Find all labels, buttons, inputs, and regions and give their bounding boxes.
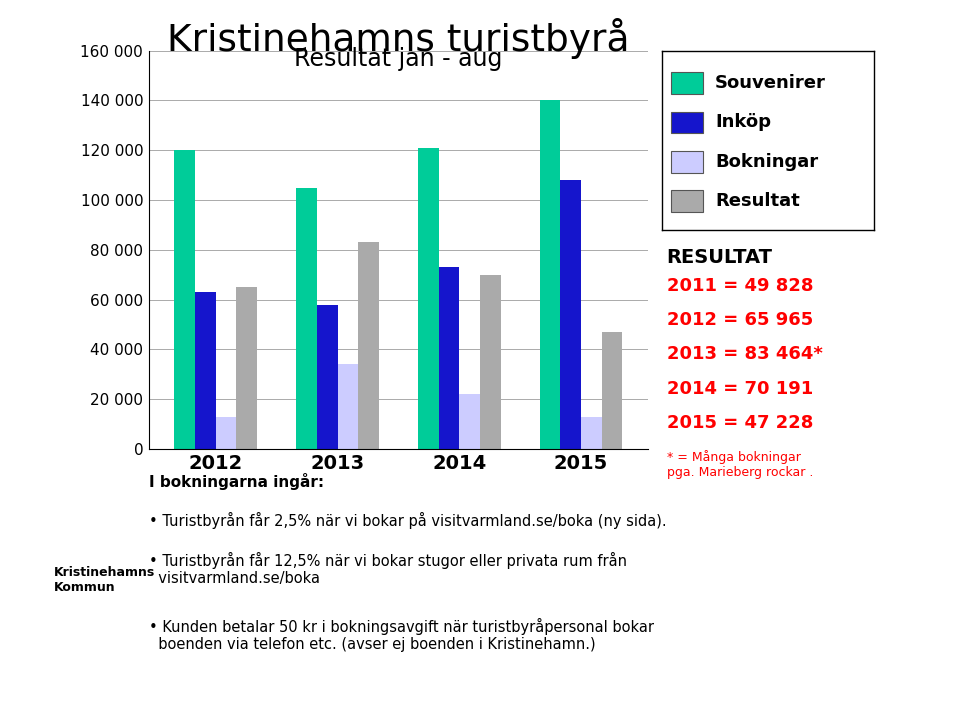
Text: 2014 = 70 191: 2014 = 70 191 <box>666 379 813 397</box>
FancyBboxPatch shape <box>671 151 703 172</box>
Text: 2011 = 49 828: 2011 = 49 828 <box>666 277 813 295</box>
Text: • Turistbyrån får 12,5% när vi bokar stugor eller privata rum från
  visitvarmla: • Turistbyrån får 12,5% när vi bokar stu… <box>149 552 627 586</box>
Bar <box>602 332 622 449</box>
Text: Resultat: Resultat <box>715 192 800 210</box>
Text: RESULTAT: RESULTAT <box>666 248 773 267</box>
FancyBboxPatch shape <box>671 111 703 133</box>
Bar <box>317 305 338 449</box>
Text: Statistik Kristinehamn turism sommaren 2015: Statistik Kristinehamn turism sommaren 2… <box>148 683 582 701</box>
Bar <box>236 287 257 449</box>
Text: Kristinehamns
Kommun: Kristinehamns Kommun <box>55 566 156 594</box>
Text: I bokningarna ingår:: I bokningarna ingår: <box>149 473 324 489</box>
Bar <box>216 416 236 449</box>
Text: Inköp: Inköp <box>715 114 771 131</box>
Bar <box>581 416 602 449</box>
Text: Bokningar: Bokningar <box>715 153 818 171</box>
FancyBboxPatch shape <box>671 72 703 93</box>
Text: 2013 = 83 464*: 2013 = 83 464* <box>666 345 823 363</box>
Bar <box>459 394 480 449</box>
Text: 2015 = 47 228: 2015 = 47 228 <box>666 413 813 432</box>
Bar <box>439 267 459 449</box>
Bar <box>540 101 561 449</box>
Bar <box>561 180 581 449</box>
Bar <box>480 274 501 449</box>
Text: 2012 = 65 965: 2012 = 65 965 <box>666 311 813 329</box>
Text: Souvenirer: Souvenirer <box>715 74 826 92</box>
Bar <box>195 292 216 449</box>
Text: • Kunden betalar 50 kr i bokningsavgift när turistbyråpersonal bokar
  boenden v: • Kunden betalar 50 kr i bokningsavgift … <box>149 618 654 652</box>
Text: • Turistbyrån får 2,5% när vi bokar på visitvarmland.se/boka (ny sida).: • Turistbyrån får 2,5% när vi bokar på v… <box>149 512 666 529</box>
Bar <box>418 148 439 449</box>
Text: 2015-11-10  15: 2015-11-10 15 <box>698 683 838 701</box>
Text: Kristinehamns turistbyrå: Kristinehamns turistbyrå <box>167 18 630 59</box>
Text: * = Många bokningar
pga. Marieberg rockar .: * = Många bokningar pga. Marieberg rocka… <box>666 450 813 479</box>
Bar <box>175 151 195 449</box>
FancyBboxPatch shape <box>671 190 703 212</box>
Bar <box>338 364 358 449</box>
Bar <box>296 188 317 449</box>
Bar <box>358 243 379 449</box>
Text: Resultat jan - aug: Resultat jan - aug <box>294 47 503 71</box>
